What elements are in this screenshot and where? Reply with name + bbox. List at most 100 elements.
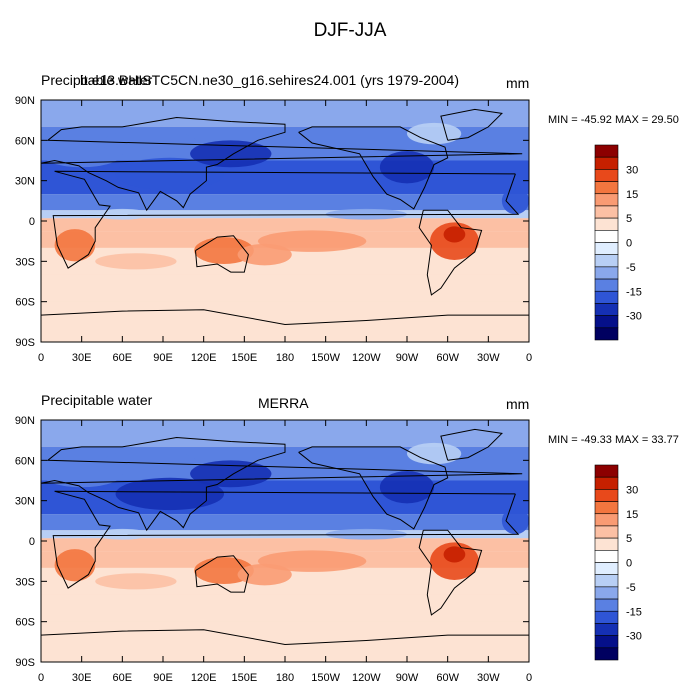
x-tick-label: 90W (396, 352, 419, 364)
colorbar-label: 30 (626, 484, 638, 496)
colorbar-label: 15 (626, 189, 638, 201)
coastline-4 (418, 529, 483, 616)
colorbar-label: -5 (626, 262, 636, 274)
x-tick-label: 60E (113, 672, 133, 684)
coastline-1 (40, 436, 523, 532)
panel1-colorbar: 30 15 5 0 -5 -15 -30 (594, 144, 642, 341)
y-tick-label: 90S (15, 337, 35, 349)
colorbar-box (594, 242, 619, 255)
map-field (40, 420, 529, 662)
panel2-center-title: MERRA (258, 395, 309, 411)
x-tick-label: 90E (153, 352, 173, 364)
colorbar-box (594, 574, 619, 588)
colorbar-box (594, 193, 619, 207)
coastlines (40, 108, 529, 326)
colorbar-box (594, 562, 619, 575)
y-tick-label: 0 (29, 216, 35, 228)
y-tick-label: 30S (15, 256, 35, 268)
colorbar-box (594, 550, 619, 563)
coastlines (40, 428, 529, 646)
colorbar-box (594, 513, 619, 527)
x-tick-label: 60W (436, 352, 459, 364)
x-tick-label: 120E (191, 672, 217, 684)
colorbar-box (594, 181, 619, 195)
coastline-4 (418, 209, 483, 296)
coastline-5 (440, 428, 503, 461)
x-tick-label: 180 (276, 352, 294, 364)
panel2-left-title: Precipitable water (41, 392, 153, 408)
coastline-0 (52, 490, 520, 589)
x-tick-label: 150W (311, 352, 340, 364)
colorbar-label: 5 (626, 533, 632, 545)
coastline-5 (440, 108, 503, 141)
colorbar-box (594, 598, 619, 612)
y-tick-label: 60S (15, 617, 35, 629)
colorbar-label: 5 (626, 213, 632, 225)
x-tick-label: 0 (526, 352, 532, 364)
colorbar-box (594, 586, 619, 600)
colorbar-box (594, 501, 619, 515)
colorbar-box (594, 230, 619, 243)
x-tick-label: 30E (72, 352, 92, 364)
colorbar-label: 15 (626, 509, 638, 521)
coastline-6 (40, 629, 529, 646)
coastline-2 (195, 235, 249, 273)
colorbar-box (594, 290, 619, 304)
colorbar-box (594, 327, 619, 341)
colorbar-label: -5 (626, 582, 636, 594)
x-tick-label: 180 (276, 672, 294, 684)
y-tick-label: 90N (15, 95, 35, 107)
colorbar-label: 30 (626, 164, 638, 176)
y-tick-label: 60S (15, 297, 35, 309)
panel1-center-title: b.e13.BHISTC5CN.ne30_g16.sehires24.001 (… (80, 72, 460, 88)
colorbar-box (594, 156, 619, 170)
y-tick-label: 30S (15, 576, 35, 588)
figure-title: DJF-JJA (313, 20, 387, 41)
colorbar-box (594, 635, 619, 649)
panel2-units: mm (506, 396, 530, 412)
x-tick-label: 90W (396, 672, 419, 684)
x-tick-label: 150E (231, 672, 257, 684)
colorbar-box (594, 537, 619, 551)
y-tick-label: 30N (15, 496, 35, 508)
x-tick-label: 0 (526, 672, 532, 684)
colorbar-label: -30 (626, 631, 642, 643)
colorbar-box (594, 303, 619, 316)
colorbar-box (594, 623, 619, 636)
coastline-2 (195, 555, 249, 593)
x-tick-label: 0 (38, 672, 44, 684)
x-tick-label: 30E (72, 672, 92, 684)
colorbar-box (594, 266, 619, 280)
colorbar-box (594, 464, 619, 478)
y-tick-label: 0 (29, 536, 35, 548)
colorbar-box (594, 489, 619, 502)
coastline-0 (52, 170, 520, 269)
x-tick-label: 120W (352, 352, 381, 364)
x-tick-label: 30W (477, 672, 500, 684)
colorbar-box (594, 169, 619, 182)
x-tick-label: 150E (231, 352, 257, 364)
y-tick-label: 90S (15, 657, 35, 669)
colorbar-box (594, 254, 619, 268)
coastline-1 (40, 116, 523, 212)
y-tick-label: 90N (15, 415, 35, 427)
y-tick-label: 30N (15, 176, 35, 188)
colorbar-label: -15 (626, 606, 642, 618)
y-tick-label: 60N (15, 455, 35, 467)
colorbar-label: -15 (626, 286, 642, 298)
panel2-minmax: MIN = -49.33 MAX = 33.77 (548, 434, 679, 446)
x-tick-label: 90E (153, 672, 173, 684)
x-tick-label: 120E (191, 352, 217, 364)
panel1-left-title: Precipitable water (41, 72, 153, 88)
panel1-map: 0 30E 60E 90E 120E 150E 180 150W 120W 90W 60W 30W 09… (15, 95, 532, 364)
panel2-colorbar: 30 15 5 0 -5 -15 -30 (594, 464, 642, 661)
colorbar-box (594, 476, 619, 490)
x-tick-label: 150W (311, 672, 340, 684)
panel1-minmax: MIN = -45.92 MAX = 29.50 (548, 114, 679, 126)
colorbar-box (594, 278, 619, 292)
colorbar-box (594, 610, 619, 624)
colorbar-box (594, 217, 619, 231)
x-tick-label: 60W (436, 672, 459, 684)
colorbar-box (594, 647, 619, 661)
panel2-map: 0 30E 60E 90E 120E 150E 180 150W 120W 90W 60W 30W 09… (15, 415, 532, 684)
